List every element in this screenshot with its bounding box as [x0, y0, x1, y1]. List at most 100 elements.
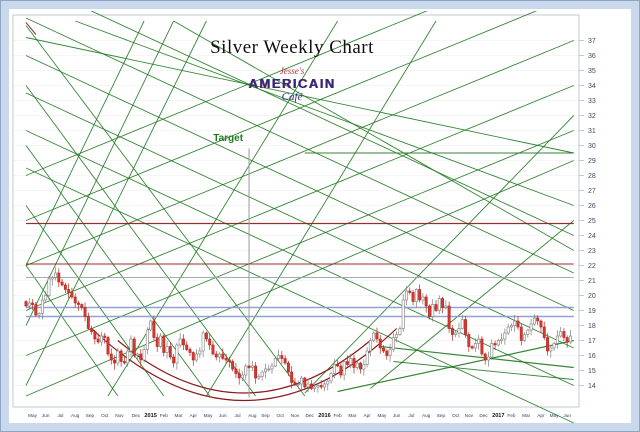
candle-body [139, 353, 143, 361]
candle-body [523, 334, 527, 341]
trend-line-green [25, 205, 165, 397]
candle-body [368, 340, 372, 352]
candle-body [96, 338, 100, 343]
candle-body [277, 355, 281, 359]
candle-body [60, 281, 64, 286]
x-axis-label: 2017 [492, 413, 504, 419]
trend-line-green [337, 339, 574, 393]
candle-body [372, 332, 376, 341]
y-axis-label: 21 [588, 278, 596, 285]
candle-body [129, 338, 133, 352]
candle-body [437, 298, 441, 311]
candle-body [149, 320, 153, 331]
y-axis-label: 18 [588, 323, 596, 330]
candle-body [57, 272, 61, 283]
candle-body [208, 338, 212, 346]
candle-body [257, 376, 261, 379]
candle-body [300, 377, 303, 385]
candle-body [178, 338, 182, 346]
x-axis-label: Feb [334, 413, 342, 418]
logo-sub-text: Café [281, 91, 303, 104]
candle-body [388, 349, 392, 356]
candle-body [119, 350, 123, 362]
candle-body [513, 320, 517, 326]
candle-body [99, 335, 103, 343]
candle-body [247, 365, 251, 368]
candle-body [323, 383, 326, 388]
candle-body [401, 299, 405, 329]
candle-body [159, 335, 162, 347]
candle-body [473, 343, 477, 349]
candle-body [267, 368, 271, 371]
trend-line-green [173, 20, 574, 251]
candle-body [63, 284, 67, 290]
candle-body [411, 292, 415, 302]
x-axis-label: Jun [42, 413, 50, 418]
candle-body [195, 353, 199, 361]
candle-body [506, 326, 510, 334]
candle-body [231, 361, 235, 370]
candle-body [532, 317, 536, 325]
candle-body [40, 299, 44, 314]
candle-body [244, 365, 248, 376]
candle-body [355, 362, 359, 368]
candle-body [490, 343, 494, 358]
x-axis-label: Jun [393, 413, 401, 418]
candle-body [529, 323, 533, 331]
candle-body [375, 332, 379, 340]
candle-body [188, 349, 192, 353]
candle-body [336, 364, 340, 367]
candle-body [303, 377, 307, 388]
y-axis-label: 36 [588, 53, 596, 60]
candle-body [221, 353, 225, 359]
trend-line-green [25, 92, 574, 349]
x-axis-label: Feb [160, 413, 168, 418]
candle-body [313, 386, 317, 389]
y-axis-label: 20 [588, 293, 596, 300]
candle-body [316, 385, 320, 388]
candle-body [34, 304, 38, 316]
x-axis-label: Aug [248, 413, 257, 418]
candle-body [270, 365, 274, 370]
x-axis-label: 2015 [144, 413, 156, 419]
candle-body [273, 358, 277, 367]
candle-body [477, 338, 481, 344]
candle-body [555, 335, 559, 344]
x-axis-label: Mar [174, 413, 183, 418]
candle-body [145, 329, 149, 350]
candle-body [480, 338, 484, 355]
candle-body [509, 325, 513, 328]
chart-title: Silver Weekly Chart [210, 37, 374, 58]
y-axis-label: 26 [588, 203, 596, 210]
candle-body [250, 365, 254, 368]
y-axis-label: 15 [588, 368, 596, 375]
trend-line-green [393, 361, 574, 380]
trend-line-green [25, 11, 538, 221]
candle-body [152, 320, 156, 338]
candle-body [434, 304, 438, 311]
candle-body [103, 335, 107, 338]
x-axis-label: Jul [235, 413, 241, 418]
trend-line-green [25, 20, 145, 266]
candle-body [516, 320, 520, 328]
trend-line-darkred [25, 22, 37, 35]
candle-body [444, 305, 448, 308]
trend-line-green [25, 55, 574, 311]
trend-line-green [370, 220, 575, 389]
trend-line-green [25, 25, 306, 397]
candle-body [283, 358, 287, 364]
candle-body [241, 374, 244, 379]
trend-line-green [25, 40, 574, 266]
x-axis-label: Nov [115, 413, 124, 418]
x-axis-label: Dec [479, 413, 488, 418]
trend-line-green [25, 265, 119, 397]
candle-body [424, 296, 428, 307]
candle-body [155, 337, 159, 347]
candle-body [378, 338, 382, 349]
candle-body [342, 361, 346, 376]
candle-body [319, 385, 323, 388]
candle-body [391, 337, 395, 350]
candle-body [447, 305, 451, 329]
candle-body [470, 346, 474, 349]
candle-body [332, 364, 336, 374]
